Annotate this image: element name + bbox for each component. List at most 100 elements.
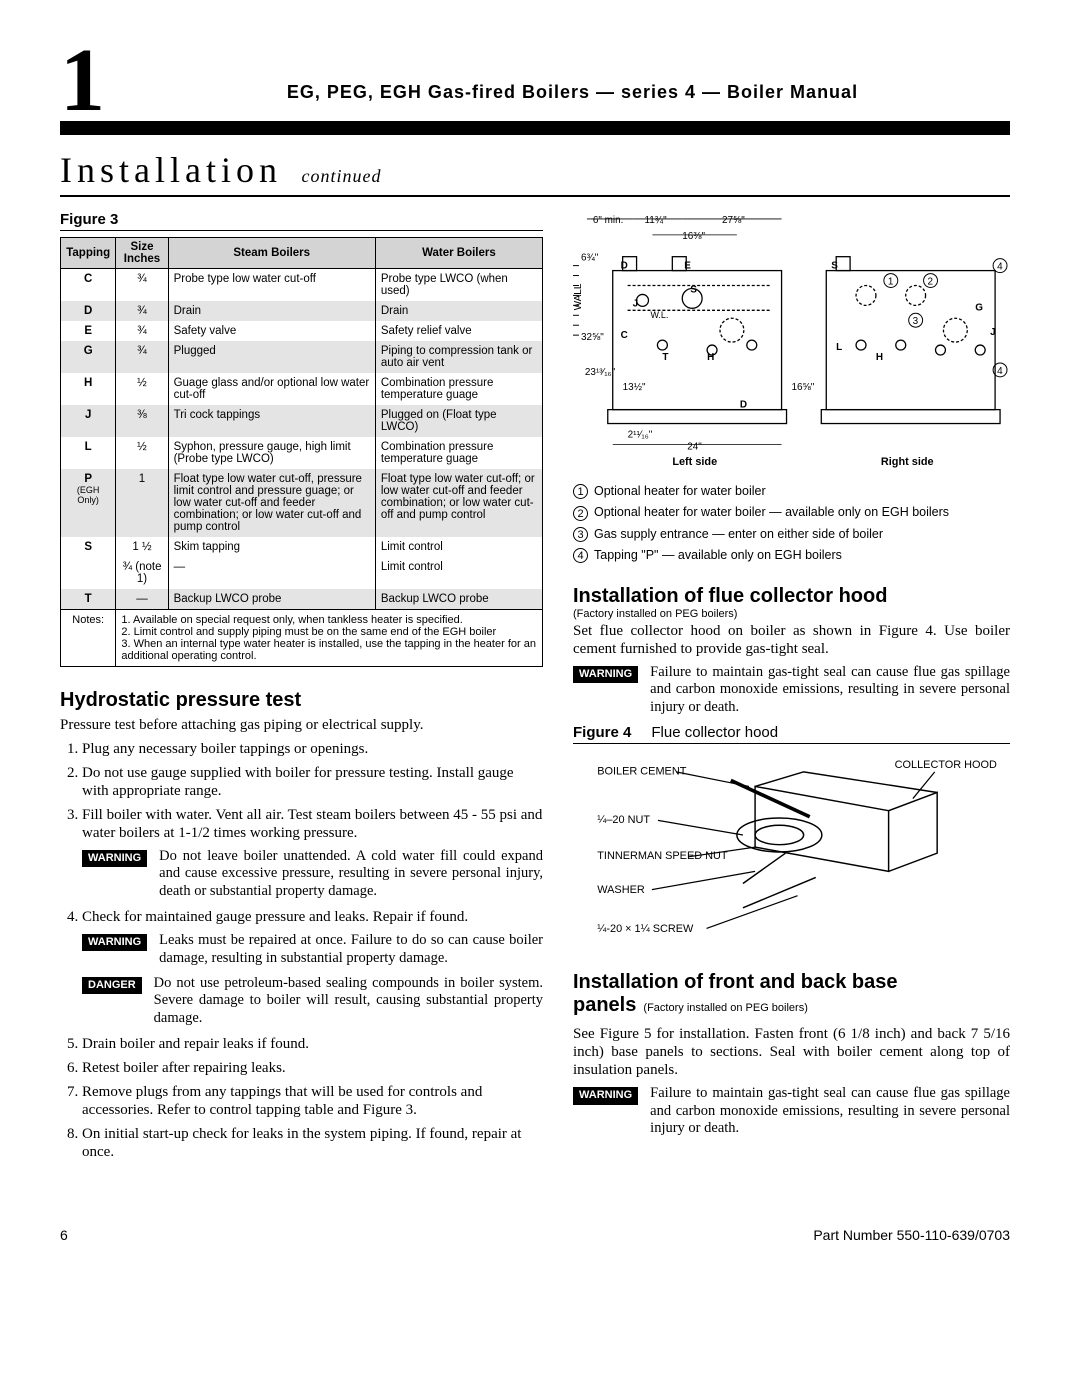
svg-text:TINNERMAN SPEED NUT: TINNERMAN SPEED NUT — [597, 850, 728, 862]
step: Drain boiler and repair leaks if found. — [82, 1035, 543, 1053]
svg-text:T: T — [662, 352, 668, 363]
col-steam: Steam Boilers — [168, 238, 375, 269]
table-row: L½Syphon, pressure gauge, high limit (Pr… — [61, 437, 543, 469]
flue-subnote: (Factory installed on PEG boilers) — [573, 608, 1010, 620]
svg-text:32⅝": 32⅝" — [581, 332, 604, 343]
table-row: J⅜Tri cock tappingsPlugged on (Float typ… — [61, 405, 543, 437]
flue-body: Set flue collector hood on boiler as sho… — [573, 622, 1010, 658]
table-row: H½Guage glass and/or optional low water … — [61, 373, 543, 405]
svg-text:L: L — [836, 342, 842, 353]
legend-item: Optional heater for water boiler — [594, 484, 766, 498]
step: Remove plugs from any tappings that will… — [82, 1083, 543, 1119]
warning-callout: WARNING Failure to maintain gas-tight se… — [573, 664, 1010, 716]
header-title: EG, PEG, EGH Gas-fired Boilers — series … — [135, 82, 1010, 121]
warning-text: Failure to maintain gas-tight seal can c… — [650, 1085, 1010, 1137]
svg-text:WALL: WALL — [573, 283, 584, 310]
danger-tag: DANGER — [82, 977, 142, 994]
base-body: See Figure 5 for installation. Fasten fr… — [573, 1025, 1010, 1079]
svg-text:¼-20 × 1¼ SCREW: ¼-20 × 1¼ SCREW — [597, 923, 694, 935]
table-row: S1 ½Skim tappingLimit control — [61, 537, 543, 557]
svg-text:H: H — [707, 352, 714, 363]
svg-text:G: G — [975, 302, 983, 313]
svg-text:16⅝": 16⅝" — [792, 382, 815, 393]
hydro-steps: Plug any necessary boiler tappings or op… — [60, 740, 543, 842]
svg-text:27⅝": 27⅝" — [722, 215, 745, 226]
step: Check for maintained gauge pressure and … — [82, 908, 543, 926]
svg-text:1: 1 — [888, 276, 894, 287]
notes-text: 1. Available on special request only, wh… — [116, 610, 543, 667]
step: Do not use gauge supplied with boiler fo… — [82, 764, 543, 800]
warning-tag: WARNING — [82, 934, 147, 951]
figure4-label: Figure 4Flue collector hood — [573, 724, 1010, 744]
figure3-label: Figure 3 — [60, 211, 543, 231]
warning-callout: WARNING Failure to maintain gas-tight se… — [573, 1085, 1010, 1137]
table-row: P(EGH Only)1Float type low water cut-off… — [61, 469, 543, 537]
step: Retest boiler after repairing leaks. — [82, 1059, 543, 1077]
svg-text:2¹¹⁄₁₆": 2¹¹⁄₁₆" — [628, 429, 653, 440]
svg-text:W.L.: W.L. — [650, 310, 668, 320]
boiler-diagram: 6" min. 11¾" 27⅝" 16⅜" 6¾" WALL — [573, 211, 1010, 469]
base-heading: Installation of front and back base — [573, 971, 1010, 994]
legend-item: Gas supply entrance — enter on either si… — [594, 527, 883, 541]
svg-text:Right side: Right side — [881, 456, 934, 468]
page-title-suffix: continued — [296, 166, 381, 186]
hydro-steps-cont2: Drain boiler and repair leaks if found. … — [60, 1035, 543, 1161]
col-water: Water Boilers — [375, 238, 542, 269]
svg-text:S: S — [831, 261, 838, 272]
svg-text:WASHER: WASHER — [597, 884, 645, 896]
svg-text:24": 24" — [687, 441, 702, 452]
step: Plug any necessary boiler tappings or op… — [82, 740, 543, 758]
warning-text: Failure to maintain gas-tight seal can c… — [650, 664, 1010, 716]
col-size: Size Inches — [116, 238, 168, 269]
svg-text:E: E — [684, 261, 691, 272]
table-row: G¾PluggedPiping to compression tank or a… — [61, 341, 543, 373]
table-row: C¾Probe type low water cut-offProbe type… — [61, 269, 543, 302]
svg-text:4: 4 — [997, 366, 1003, 377]
page-title-main: Installation — [60, 150, 282, 190]
svg-text:2: 2 — [928, 276, 934, 287]
table-row: ¾ (note 1)—Limit control — [61, 557, 543, 589]
page-title: Installation continued — [60, 149, 1010, 191]
svg-text:C: C — [621, 330, 628, 341]
page-footer: 6 Part Number 550-110-639/0703 — [60, 1227, 1010, 1243]
warning-text: Do not leave boiler unattended. A cold w… — [159, 848, 543, 900]
svg-text:H: H — [876, 352, 883, 363]
svg-text:4: 4 — [997, 262, 1003, 273]
flue-heading: Installation of flue collector hood — [573, 585, 1010, 608]
step: On initial start-up check for leaks in t… — [82, 1125, 543, 1161]
svg-text:Left side: Left side — [672, 456, 717, 468]
svg-text:D: D — [740, 400, 747, 411]
svg-text:BOILER CEMENT: BOILER CEMENT — [597, 765, 686, 777]
svg-text:23¹³⁄₁₆": 23¹³⁄₁₆" — [585, 367, 616, 378]
col-tapping: Tapping — [61, 238, 116, 269]
hydro-heading: Hydrostatic pressure test — [60, 689, 543, 712]
legend-item: Tapping "P" — available only on EGH boil… — [594, 548, 842, 562]
danger-callout: DANGER Do not use petroleum-based sealin… — [82, 975, 543, 1027]
step: Fill boiler with water. Vent all air. Te… — [82, 806, 543, 842]
svg-text:¼–20 NUT: ¼–20 NUT — [597, 814, 650, 826]
base-heading2: panels — [573, 994, 636, 1016]
table-row: E¾Safety valveSafety relief valve — [61, 321, 543, 341]
svg-text:S: S — [690, 284, 697, 295]
warning-callout: WARNING Do not leave boiler unattended. … — [82, 848, 543, 900]
svg-text:3: 3 — [913, 316, 919, 327]
flue-diagram: BOILER CEMENT COLLECTOR HOOD ¼–20 NUT TI… — [573, 750, 1010, 944]
svg-text:D: D — [621, 261, 628, 272]
diagram-legend: 1Optional heater for water boiler 2Optio… — [573, 484, 1010, 563]
notes-label: Notes: — [61, 610, 116, 667]
hydro-intro: Pressure test before attaching gas pipin… — [60, 716, 543, 734]
svg-text:COLLECTOR HOOD: COLLECTOR HOOD — [895, 759, 997, 771]
svg-text:16⅜": 16⅜" — [682, 231, 705, 242]
danger-text: Do not use petroleum-based sealing compo… — [154, 975, 543, 1027]
svg-text:6" min.: 6" min. — [593, 215, 624, 226]
warning-text: Leaks must be repaired at once. Failure … — [159, 932, 543, 967]
footer-part: Part Number 550-110-639/0703 — [813, 1227, 1010, 1243]
table-row: D¾DrainDrain — [61, 301, 543, 321]
svg-text:6¾": 6¾" — [581, 253, 599, 264]
svg-text:J: J — [633, 298, 639, 309]
warning-callout: WARNING Leaks must be repaired at once. … — [82, 932, 543, 967]
svg-text:11¾": 11¾" — [645, 215, 668, 226]
footer-page: 6 — [60, 1227, 68, 1243]
warning-tag: WARNING — [82, 850, 147, 867]
page-header: 1 EG, PEG, EGH Gas-fired Boilers — serie… — [60, 40, 1010, 135]
